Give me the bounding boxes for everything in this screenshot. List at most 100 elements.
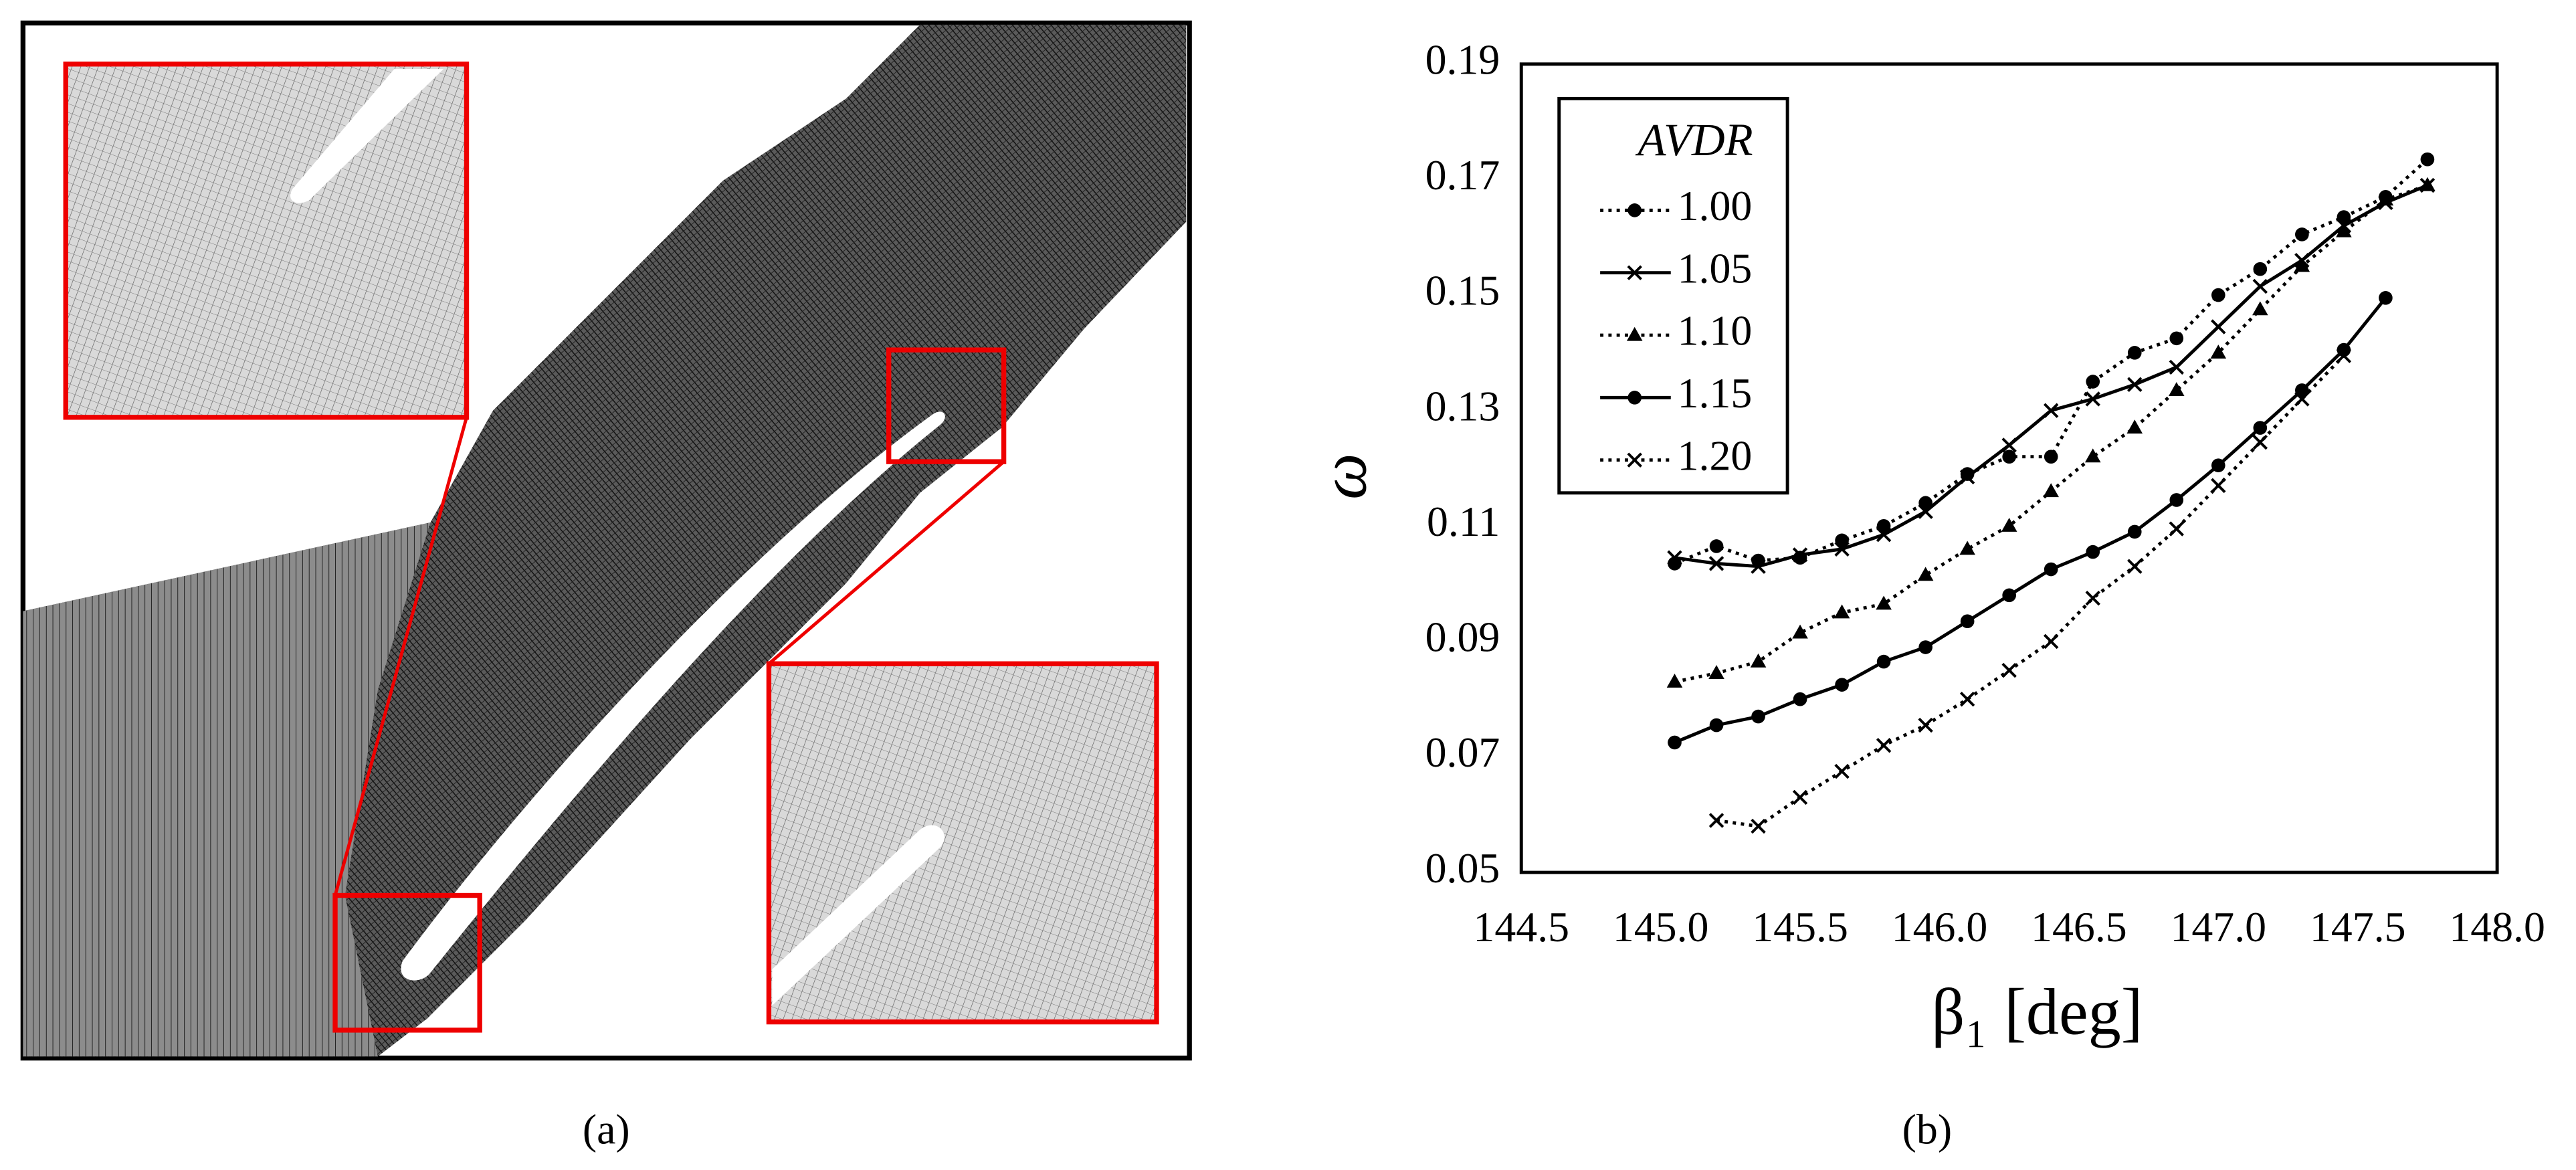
marker [2336,348,2352,363]
y-tick-label: 0.13 [1425,382,1500,429]
x-tick-label: 147.5 [2310,903,2406,951]
legend-frame [1557,96,1789,495]
marker [1751,559,1766,574]
inset-trailing [766,661,1159,1025]
marker [2169,493,2184,507]
y-tick-label: 0.07 [1425,728,1500,776]
marker [1667,550,1682,565]
y-tick-label: 0.19 [1425,35,1500,83]
x-tick-label: 146.5 [2031,903,2127,951]
legend-label: 1.20 [1678,431,1753,479]
y-axis-label: ω [1307,454,1380,500]
marker [1668,735,1682,750]
mesh-panel: (a) [20,20,1192,1153]
zoom-connector [767,460,1005,666]
marker [2294,258,2310,272]
marker [2294,391,2310,407]
marker [1876,738,1892,753]
marker [2044,562,2058,577]
marker [2379,291,2393,305]
marker [2211,458,2225,472]
inset-blade [290,69,444,203]
legend-label: 1.05 [1678,244,1753,292]
marker [1792,624,1808,639]
marker [2420,152,2435,167]
marker [1708,813,1724,828]
marker [1834,604,1850,619]
marker [1917,567,1934,581]
inset-leading [63,62,470,420]
marker [2211,478,2226,494]
marker [1918,640,1933,654]
x-tick-label: 148.0 [2449,903,2545,951]
marker [1708,665,1724,679]
marker [2043,403,2059,418]
marker [2169,521,2184,537]
marker [2252,278,2268,294]
y-tick-label: 0.15 [1425,267,1500,314]
marker [2001,662,2017,678]
marker [2253,262,2268,276]
legend-label: 1.10 [1678,307,1753,355]
marker [2253,421,2268,435]
x-tick-label: 146.0 [1892,903,1988,951]
marker [1876,654,1891,669]
marker [2211,288,2225,302]
marker [1876,595,1892,610]
marker [1918,504,1933,519]
x-tick-label: 145.5 [1752,903,1848,951]
marker [2252,301,2268,316]
marker [1751,709,1765,724]
marker [2169,331,2184,346]
marker [2086,545,2100,559]
series-line [1674,296,2387,745]
marker [2002,588,2016,603]
marker [1959,691,1975,707]
legend-title: AVDR [1635,114,1753,165]
marker [2127,346,2142,360]
marker [2126,419,2143,434]
zoom-connector [333,417,468,896]
y-tick-label: 0.09 [1425,613,1500,661]
marker [2377,191,2394,206]
legend-marker [1626,326,1643,341]
marker [2043,633,2059,650]
y-tick-label: 0.05 [1425,844,1500,892]
marker [1709,718,1724,733]
marker [2252,434,2268,450]
marker [2169,359,2184,375]
legend-marker [1627,452,1642,468]
chart: β₁ [deg] ω (b) 0.05 0.07 0.09 0.11 0.13 0.15 0… [1307,35,2545,1153]
marker [2336,223,2352,237]
marker [1750,653,1767,668]
marker [2211,319,2226,334]
marker [2127,377,2143,393]
marker [2085,391,2100,407]
zoom-box [886,347,1007,464]
legend-marker [1627,265,1642,280]
marker [1709,539,1724,553]
marker [1959,469,1975,485]
marker [2419,177,2436,191]
marker [1960,467,1975,481]
legend: AVDR 1.00 1.05 1.10 1.15 1.20 [1557,96,1789,495]
marker [2043,483,2059,498]
marker [1918,717,1933,733]
panel-label: (b) [1902,1105,1952,1153]
legend-label: 1.00 [1678,182,1753,229]
marker [1834,541,1850,557]
marker [2085,590,2100,606]
marker [1876,527,1892,543]
series-line [1716,354,2345,828]
marker [2295,227,2309,241]
marker [2084,448,2101,463]
zoom-box [332,892,482,1033]
legend-marker [1627,391,1642,405]
marker [2086,375,2100,389]
y-tick-label: 0.11 [1427,498,1500,545]
marker [2168,382,2185,397]
y-tick-label: 0.17 [1425,151,1500,199]
x-tick-label: 144.5 [1473,903,1569,951]
x-tick-label: 147.0 [2170,903,2266,951]
